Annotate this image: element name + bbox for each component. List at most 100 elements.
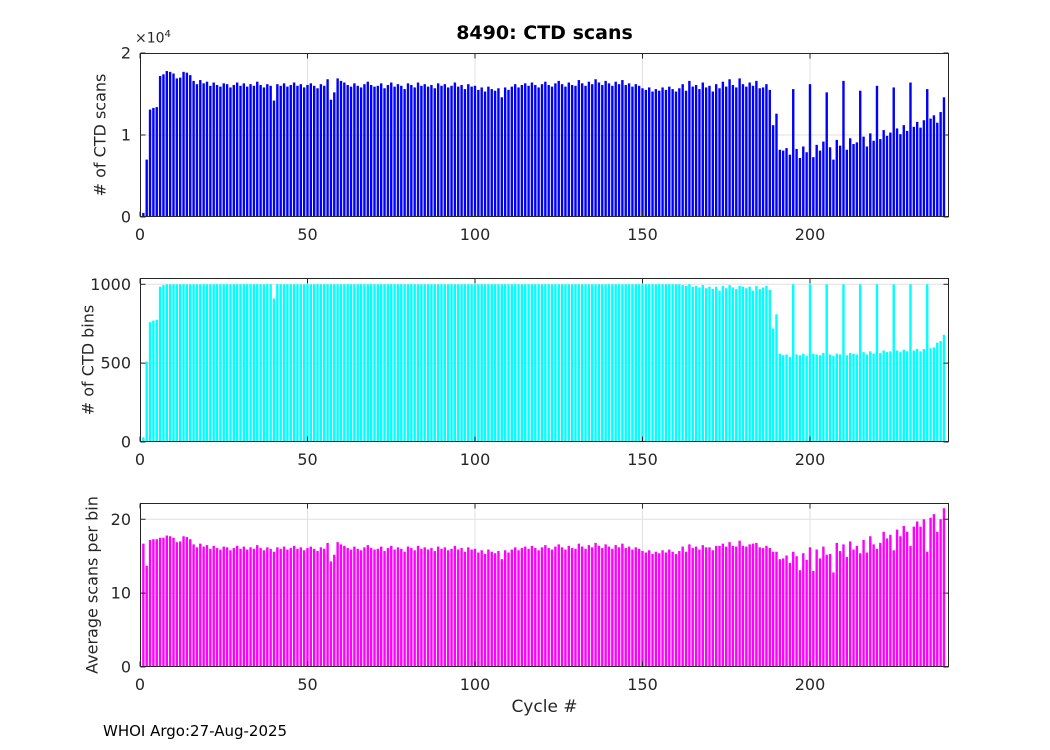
footer-credit: WHOI Argo:27-Aug-2025 [103,722,288,740]
bar [390,545,393,667]
bar [225,284,229,442]
bar [694,285,698,442]
bar [195,84,199,217]
bar [286,549,289,667]
bar [155,107,158,217]
bar [671,89,674,217]
bar [731,84,735,217]
bar [912,126,916,217]
bar [182,284,185,442]
bar [319,84,323,217]
bar [885,135,889,217]
bar [366,284,369,442]
bar [400,85,403,217]
bar [413,550,416,667]
bar [276,84,279,217]
bar [537,87,540,217]
bar [597,284,601,442]
bar [718,290,721,442]
bar [574,548,577,667]
bar [775,113,778,217]
bar [142,212,145,217]
bar [490,551,493,667]
bar [865,354,869,442]
bar [513,284,517,442]
bar [453,82,457,217]
bar [929,118,932,217]
bar [751,85,755,217]
bar [534,284,537,442]
bar [272,100,276,217]
bar [470,86,473,217]
bar [788,154,792,217]
bar [433,284,436,442]
bar [346,284,349,442]
x-axis-label: Cycle # [511,697,578,717]
bar [148,539,152,667]
bar [637,284,641,442]
bar [209,548,212,667]
bar [440,284,443,442]
bar [222,546,225,667]
bar [892,284,895,442]
bar [909,284,912,442]
y-tick-label: 20 [111,510,131,529]
bar [473,548,477,667]
bar [329,284,333,442]
bar [500,559,503,667]
bar [420,85,423,217]
bar [252,284,256,442]
bar [822,352,825,442]
bar [564,284,567,442]
bar [678,551,681,667]
multiplier-base: ×10 [135,30,165,47]
bar [792,89,795,217]
bar [835,139,838,217]
bar [634,84,637,217]
bar [815,354,818,442]
bar [189,75,192,217]
bar [406,284,410,442]
bar [564,86,567,217]
bar [838,354,842,442]
bar [872,140,875,217]
bar [259,84,262,217]
bar [155,539,158,667]
bar [373,549,376,667]
bar [246,86,249,217]
bar [617,84,621,217]
bar [647,550,651,667]
bar [617,284,621,442]
bar [540,547,544,667]
bar [487,284,490,442]
bar [457,549,460,667]
bar [631,284,634,442]
bar [269,548,272,667]
bar [919,351,922,442]
bar [862,539,865,667]
bar [889,132,892,217]
bar [728,542,731,667]
x-tick-label: 150 [627,225,658,244]
bar [189,539,192,667]
bar [333,554,336,667]
bar [818,558,822,667]
bar [470,284,473,442]
bar [359,550,363,667]
bar [932,514,936,667]
bar [316,88,319,217]
bar [741,545,745,667]
bar [490,284,493,442]
x-tick-label: 100 [460,225,491,244]
bar [349,549,353,667]
y-tick-label: 0 [121,208,131,227]
bar [647,87,651,217]
bar [557,284,560,442]
bar [339,80,343,217]
bar [467,284,470,442]
bar [309,83,313,217]
bar [179,77,182,217]
bar [443,284,447,442]
bar [735,289,738,442]
